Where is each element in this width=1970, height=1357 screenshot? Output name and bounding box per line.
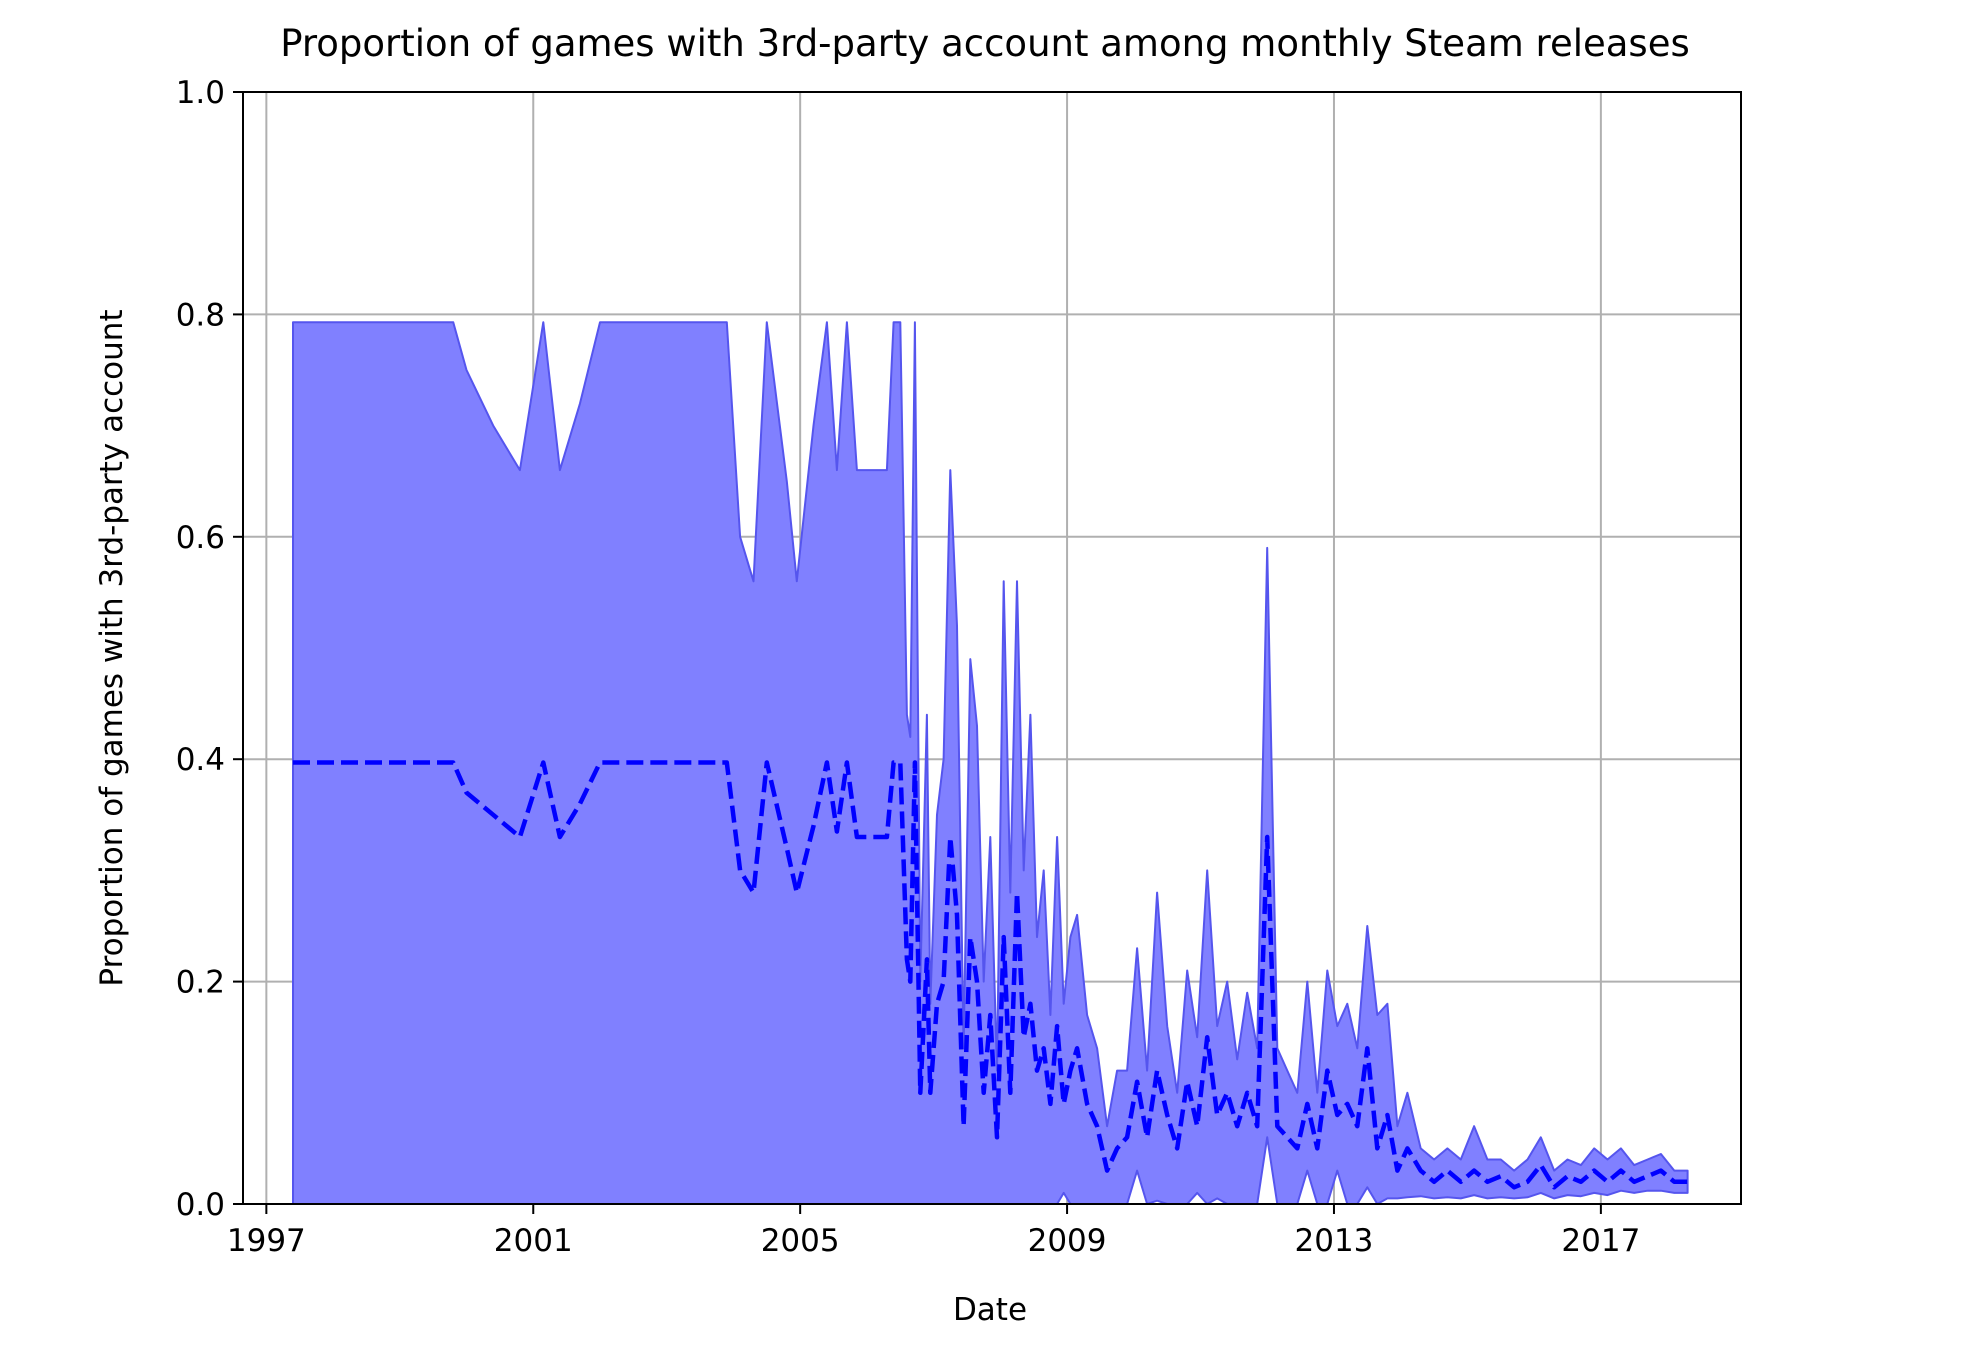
y-tick-label: 1.0 (176, 75, 225, 111)
series-line (293, 760, 1688, 1190)
x-tick-label: 2017 (1561, 1223, 1640, 1259)
x-tick-label: 2013 (1295, 1223, 1374, 1259)
chart-title: Proportion of games with 3rd-party accou… (280, 22, 1690, 65)
x-axis-label: Date (953, 1292, 1027, 1328)
y-axis-ticks: 0.0 0.2 0.4 0.6 0.8 1.0 (176, 75, 243, 1223)
y-tick-label: 0.8 (176, 297, 225, 333)
y-axis-label: Proportion of games with 3rd-party accou… (94, 309, 130, 986)
x-tick-label: 1997 (227, 1223, 306, 1259)
y-tick-label: 0.6 (176, 520, 225, 556)
plot-frame (242, 91, 1742, 1205)
x-tick-label: 2009 (1028, 1223, 1107, 1259)
y-tick-label: 0.4 (176, 742, 225, 778)
x-tick-label: 2001 (494, 1223, 573, 1259)
y-tick-label: 0.2 (176, 965, 225, 1001)
x-tick-label: 2005 (761, 1223, 840, 1259)
series-lines (293, 760, 1688, 1190)
x-axis-ticks: 1997 2001 2005 2009 2013 2017 (227, 1204, 1640, 1259)
y-tick-label: 0.0 (176, 1187, 225, 1223)
